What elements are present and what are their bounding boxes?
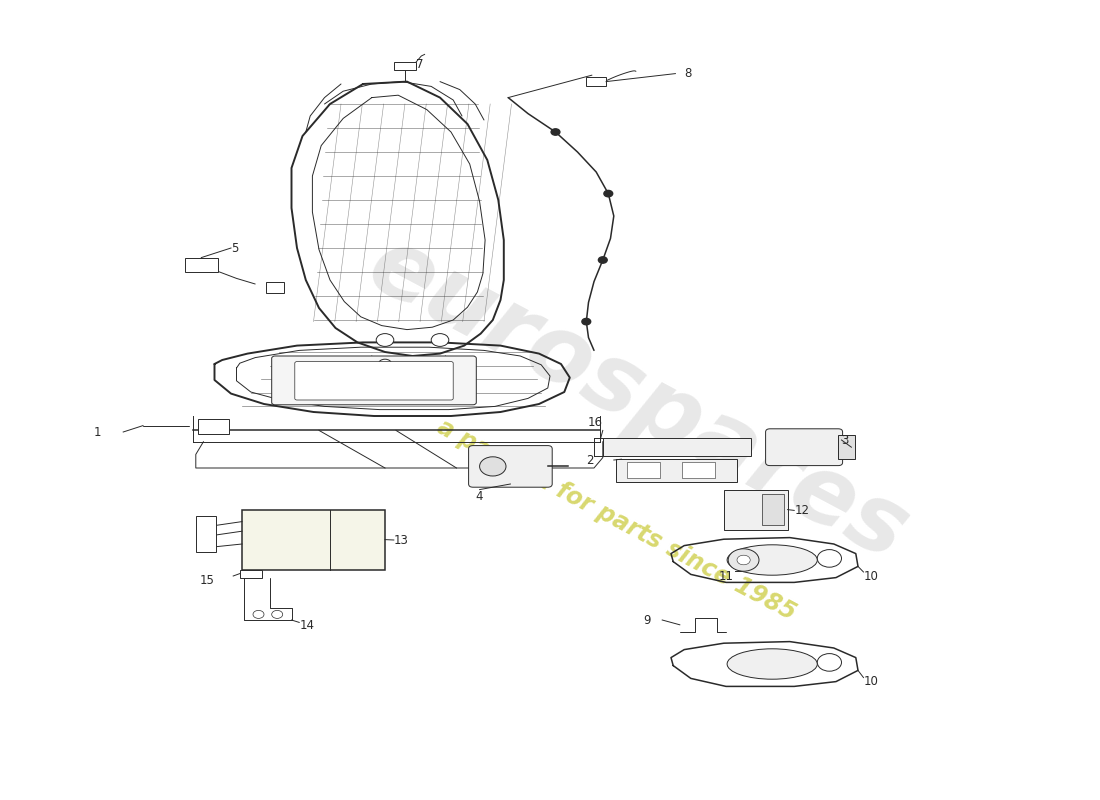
Bar <box>838 435 855 459</box>
Text: 13: 13 <box>394 534 409 546</box>
Text: 8: 8 <box>684 67 692 80</box>
Bar <box>240 570 262 578</box>
Bar <box>586 77 606 86</box>
Text: 12: 12 <box>794 504 810 517</box>
Text: 2: 2 <box>586 454 594 466</box>
Bar <box>185 258 218 272</box>
Text: eurospares: eurospares <box>353 219 923 581</box>
Circle shape <box>272 610 283 618</box>
Ellipse shape <box>727 545 817 575</box>
Bar <box>394 62 416 70</box>
Text: 7: 7 <box>416 58 424 70</box>
Text: 3: 3 <box>842 434 849 446</box>
Circle shape <box>598 257 607 263</box>
Bar <box>603 438 751 456</box>
Circle shape <box>253 610 264 618</box>
Bar <box>196 516 216 552</box>
Bar <box>627 462 660 478</box>
Circle shape <box>582 318 591 325</box>
Text: 9: 9 <box>644 614 651 626</box>
Circle shape <box>728 549 759 571</box>
Ellipse shape <box>727 649 817 679</box>
Bar <box>266 282 284 293</box>
Bar <box>682 462 715 478</box>
Circle shape <box>551 129 560 135</box>
Circle shape <box>378 359 392 369</box>
Text: 11: 11 <box>718 570 734 582</box>
Text: 10: 10 <box>864 675 879 688</box>
FancyBboxPatch shape <box>469 446 552 487</box>
FancyBboxPatch shape <box>272 356 476 405</box>
Bar <box>724 490 788 530</box>
Bar <box>762 494 784 525</box>
Text: 4: 4 <box>475 490 483 502</box>
FancyBboxPatch shape <box>766 429 843 466</box>
Ellipse shape <box>817 654 842 671</box>
Text: 1: 1 <box>94 426 101 438</box>
Bar <box>616 459 737 482</box>
FancyBboxPatch shape <box>295 362 453 400</box>
Circle shape <box>431 334 449 346</box>
Circle shape <box>480 457 506 476</box>
Text: 16: 16 <box>587 416 603 429</box>
Text: 15: 15 <box>199 574 214 586</box>
Circle shape <box>604 190 613 197</box>
Text: 10: 10 <box>864 570 879 582</box>
Bar <box>242 510 385 570</box>
Text: 5: 5 <box>231 242 239 254</box>
Circle shape <box>737 555 750 565</box>
Ellipse shape <box>817 550 842 567</box>
Text: 14: 14 <box>299 619 315 632</box>
Circle shape <box>376 334 394 346</box>
Bar <box>198 419 229 434</box>
Text: a passion for parts since 1985: a passion for parts since 1985 <box>432 415 800 625</box>
